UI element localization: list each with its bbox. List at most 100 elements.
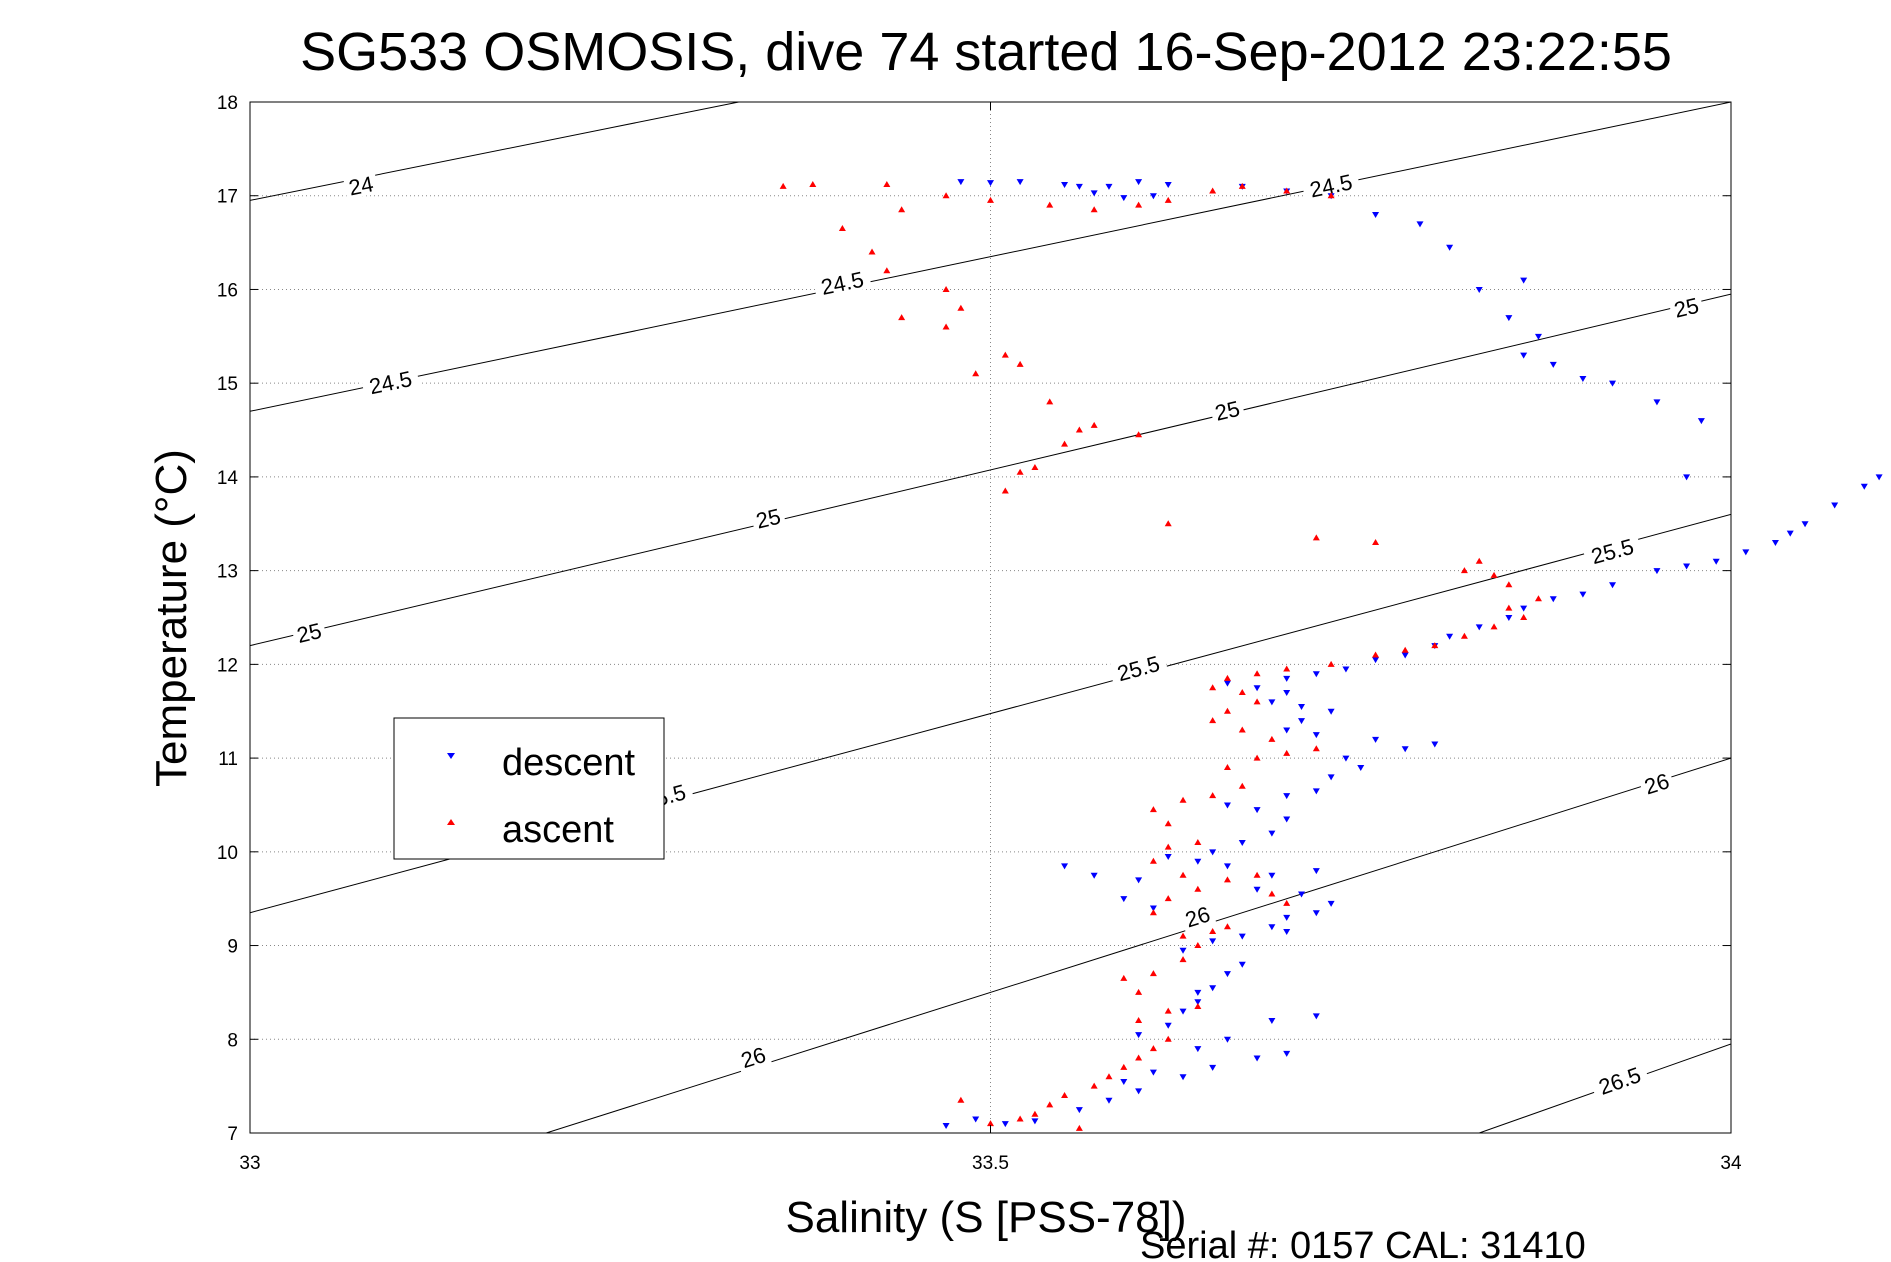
ascent-point	[1164, 520, 1172, 527]
descent-point	[1238, 933, 1246, 940]
ascent-point	[898, 314, 906, 321]
descent-point	[1016, 179, 1024, 186]
y-tick-label: 14	[217, 468, 239, 489]
descent-point	[1135, 877, 1143, 884]
descent-point	[1268, 872, 1276, 879]
descent-series	[942, 179, 1883, 1130]
descent-point	[1609, 380, 1617, 387]
descent-point	[1209, 1064, 1217, 1071]
y-tick-label: 9	[227, 937, 238, 958]
ascent-point	[1431, 642, 1439, 649]
descent-point	[1283, 928, 1291, 935]
y-tick-label: 8	[227, 1030, 238, 1051]
isopycnal-label-text: 25	[1672, 293, 1702, 323]
descent-point	[1683, 474, 1691, 481]
isopycnal-label-25: 25	[290, 618, 328, 648]
chart-title: SG533 OSMOSIS, dive 74 started 16-Sep-20…	[300, 22, 1672, 82]
x-axis-label: Salinity (S [PSS-78])	[785, 1193, 1186, 1242]
ascent-point	[1209, 684, 1217, 691]
legend-box	[393, 717, 665, 860]
ascent-point	[1194, 838, 1202, 845]
descent-point	[1090, 872, 1098, 879]
descent-point	[1312, 788, 1320, 795]
descent-point	[1801, 521, 1809, 528]
ascent-point	[1505, 604, 1513, 611]
y-tick-label: 7	[227, 1124, 238, 1145]
ascent-point	[838, 225, 846, 232]
descent-point	[1312, 868, 1320, 875]
ascent-point	[1090, 206, 1098, 213]
isopycnal-label-text: 25	[1213, 396, 1243, 426]
ascent-point	[1105, 1073, 1113, 1080]
ascent-point	[1223, 763, 1231, 770]
ascent-point	[1135, 988, 1143, 995]
isopycnal-label-text: 24	[347, 171, 376, 200]
ascent-point	[1238, 182, 1246, 189]
descent-point	[1401, 746, 1409, 753]
descent-point	[1194, 858, 1202, 865]
ascent-point	[1149, 1045, 1157, 1052]
ascent-point	[1061, 1092, 1069, 1099]
ascent-point	[1534, 595, 1542, 602]
descent-point	[1416, 221, 1424, 228]
x-tick-label: 33	[239, 1153, 260, 1174]
descent-point	[1268, 830, 1276, 837]
isopycnal-label-bg	[1108, 650, 1169, 686]
descent-point	[1653, 399, 1661, 406]
descent-point	[1312, 910, 1320, 917]
ascent-point	[942, 192, 950, 199]
descent-point	[1475, 624, 1483, 631]
ascent-point	[1031, 1110, 1039, 1117]
descent-point	[1223, 680, 1231, 687]
y-tick-label: 17	[217, 187, 238, 208]
ascent-point	[1327, 192, 1335, 199]
descent-point	[1742, 549, 1750, 556]
isopycnal-label-25: 25	[1209, 396, 1246, 426]
y-tick-label: 16	[217, 280, 238, 301]
isopycnal-label-bg	[1582, 533, 1643, 569]
isopycnal-label-bg	[734, 1041, 772, 1073]
descent-point	[1194, 999, 1202, 1006]
ascent-point	[1223, 923, 1231, 930]
ascent-point	[1120, 974, 1128, 981]
y-tick-label: 11	[218, 749, 238, 770]
descent-point	[1446, 633, 1454, 640]
y-tick-label: 12	[217, 655, 238, 676]
isopycnal-label-bg	[1178, 901, 1217, 932]
descent-point	[1253, 807, 1261, 814]
descent-point	[1090, 190, 1098, 197]
ascent-point	[1223, 876, 1231, 883]
descent-point	[942, 1123, 950, 1130]
descent-point	[1179, 947, 1187, 954]
descent-point	[1520, 277, 1528, 284]
descent-point	[1209, 938, 1217, 945]
ascent-point	[942, 285, 950, 292]
ascent-point	[942, 323, 950, 330]
ascent-point	[1253, 670, 1261, 677]
ascent-point	[1149, 970, 1157, 977]
ascent-point	[972, 370, 980, 377]
isopycnal-label-25: 25	[1668, 292, 1705, 323]
ascent-point	[809, 180, 817, 187]
serial-cal-footer: Serial #: 0157 CAL: 31410	[1140, 1225, 1586, 1262]
descent-point	[1534, 333, 1542, 340]
descent-point	[1831, 502, 1839, 509]
descent-point	[1298, 718, 1306, 725]
ascent-point	[1179, 871, 1187, 878]
ascent-point	[1312, 534, 1320, 541]
descent-point	[1223, 863, 1231, 870]
ascent-point	[1253, 871, 1261, 878]
ascent-point	[1135, 1054, 1143, 1061]
ascent-point	[1194, 942, 1202, 949]
ascent-point	[987, 1120, 994, 1127]
descent-point	[972, 1116, 980, 1123]
ascent-point	[1253, 698, 1261, 705]
descent-point	[1149, 905, 1157, 912]
descent-point	[1223, 802, 1231, 809]
descent-point	[1875, 474, 1883, 481]
ascent-point	[1209, 717, 1217, 724]
descent-point	[1209, 985, 1217, 992]
isopycnal-label-bg	[1668, 292, 1705, 322]
descent-point	[1075, 1107, 1083, 1114]
descent-point	[1446, 244, 1454, 251]
